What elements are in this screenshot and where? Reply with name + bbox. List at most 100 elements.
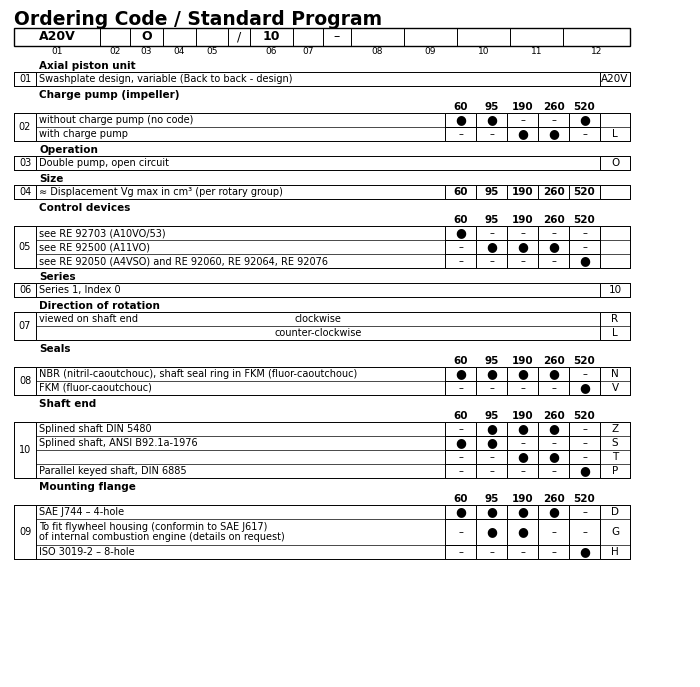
Bar <box>14 367 36 395</box>
Bar <box>569 422 600 436</box>
Bar <box>476 240 507 254</box>
Text: Control devices: Control devices <box>39 203 130 213</box>
Bar <box>14 505 630 559</box>
Text: 520: 520 <box>573 411 596 421</box>
Text: 05: 05 <box>19 242 32 252</box>
Bar <box>569 367 600 381</box>
Bar <box>538 240 569 254</box>
Bar <box>476 519 507 545</box>
Text: 02: 02 <box>19 122 32 132</box>
Text: 520: 520 <box>573 356 596 366</box>
Text: –: – <box>520 466 525 476</box>
Text: 10: 10 <box>19 445 31 455</box>
Text: 95: 95 <box>484 494 498 504</box>
Bar <box>476 450 507 464</box>
Text: –: – <box>582 452 587 462</box>
Text: Parallel keyed shaft, DIN 6885: Parallel keyed shaft, DIN 6885 <box>39 466 187 476</box>
Text: 06: 06 <box>19 285 31 295</box>
Bar <box>600 283 630 297</box>
Bar <box>569 185 600 199</box>
Text: Size: Size <box>39 174 64 184</box>
Bar <box>507 113 538 127</box>
Text: ●: ● <box>486 240 497 254</box>
Text: clockwise: clockwise <box>295 314 342 324</box>
Text: ●: ● <box>517 368 528 381</box>
Text: 60: 60 <box>454 356 468 366</box>
Text: A20V: A20V <box>38 30 76 43</box>
Text: 190: 190 <box>512 494 533 504</box>
Bar <box>445 464 476 478</box>
Text: ●: ● <box>455 368 466 381</box>
Bar <box>445 254 476 268</box>
Bar <box>600 367 630 395</box>
Text: 08: 08 <box>19 376 31 386</box>
Text: Swashplate design, variable (Back to back - design): Swashplate design, variable (Back to bac… <box>39 74 293 84</box>
Bar <box>538 185 569 199</box>
Text: –: – <box>551 228 556 238</box>
Bar <box>600 113 630 141</box>
Text: 60: 60 <box>454 187 468 197</box>
Text: 08: 08 <box>372 47 384 56</box>
Text: 04: 04 <box>19 187 31 197</box>
Bar <box>507 127 538 141</box>
Bar <box>14 367 630 395</box>
Text: 520: 520 <box>573 102 596 112</box>
Text: 03: 03 <box>141 47 153 56</box>
Bar <box>507 422 538 436</box>
Bar <box>476 464 507 478</box>
Bar <box>538 505 569 519</box>
Text: 01: 01 <box>19 74 31 84</box>
Text: 190: 190 <box>512 102 533 112</box>
Bar <box>569 113 600 127</box>
Bar <box>476 545 507 559</box>
Bar <box>476 226 507 240</box>
Bar <box>507 519 538 545</box>
Text: R: R <box>611 314 619 324</box>
Bar <box>14 185 630 199</box>
Bar <box>476 254 507 268</box>
Text: 520: 520 <box>573 187 596 197</box>
Text: 95: 95 <box>484 215 498 225</box>
Bar <box>14 283 630 297</box>
Text: 05: 05 <box>206 47 218 56</box>
Text: 09: 09 <box>19 527 31 537</box>
Bar <box>507 226 538 240</box>
Text: –: – <box>582 129 587 139</box>
Text: H: H <box>611 547 619 557</box>
Text: –: – <box>458 452 463 462</box>
Text: –: – <box>551 466 556 476</box>
Text: ●: ● <box>486 423 497 436</box>
Bar <box>445 519 476 545</box>
Bar <box>507 545 538 559</box>
Text: FKM (fluor-caoutchouc): FKM (fluor-caoutchouc) <box>39 383 152 393</box>
Bar <box>538 422 569 436</box>
Text: ●: ● <box>548 451 559 464</box>
Text: ●: ● <box>548 128 559 141</box>
Text: A20V: A20V <box>601 74 629 84</box>
Bar <box>569 240 600 254</box>
Bar <box>569 127 600 141</box>
Text: P: P <box>612 466 618 476</box>
Bar <box>600 505 630 559</box>
Text: /: / <box>237 30 241 43</box>
Bar <box>569 505 600 519</box>
Text: 10: 10 <box>477 47 489 56</box>
Bar <box>14 28 630 46</box>
Bar <box>14 185 36 199</box>
Text: NBR (nitril-caoutchouc), shaft seal ring in FKM (fluor-caoutchouc): NBR (nitril-caoutchouc), shaft seal ring… <box>39 369 357 379</box>
Text: ●: ● <box>486 506 497 519</box>
Bar <box>14 505 36 559</box>
Bar <box>445 367 476 381</box>
Bar <box>569 545 600 559</box>
Text: –: – <box>551 547 556 557</box>
Text: T: T <box>612 452 618 462</box>
Bar <box>538 519 569 545</box>
Text: ●: ● <box>455 227 466 240</box>
Bar <box>14 72 36 86</box>
Bar <box>476 185 507 199</box>
Bar <box>600 422 630 478</box>
Text: –: – <box>520 383 525 393</box>
Text: 60: 60 <box>454 494 468 504</box>
Text: counter-clockwise: counter-clockwise <box>274 328 362 338</box>
Text: ●: ● <box>455 113 466 126</box>
